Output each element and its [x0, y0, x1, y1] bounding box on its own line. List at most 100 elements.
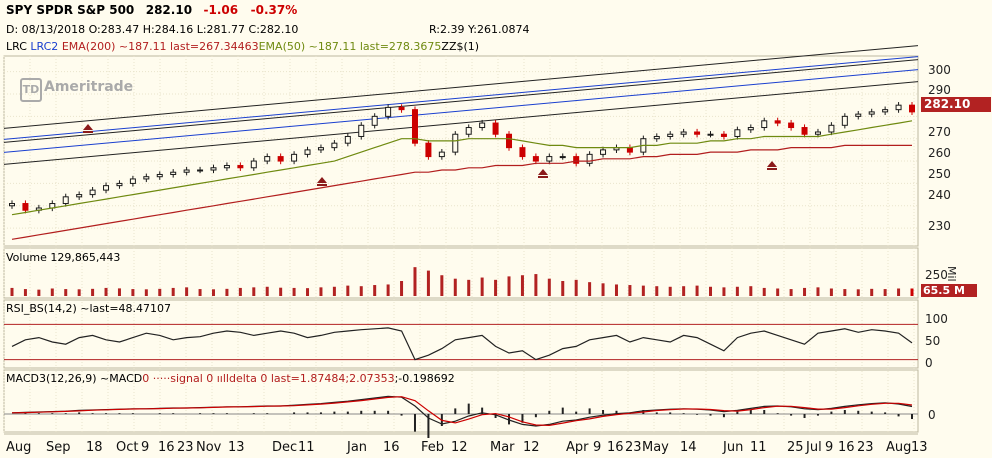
- lrc-channel-lower: [3, 81, 919, 165]
- macd-histogram-bar: [534, 414, 537, 418]
- study-zigzag[interactable]: ZZ$(1): [441, 40, 480, 53]
- rsi-tick-50: 50: [925, 334, 941, 348]
- study-ema50[interactable]: EMA(50) ~187.11 last=278.3675: [258, 40, 442, 53]
- volume-bar: [762, 287, 766, 296]
- zigzag-arrow-base: [538, 176, 548, 178]
- lrc2-upper: [3, 56, 919, 140]
- x-label: Sep: [46, 440, 71, 455]
- candle-body: [814, 131, 821, 135]
- macd-histogram-bar: [24, 413, 27, 414]
- volume-bar: [440, 275, 444, 296]
- candle-body: [331, 142, 338, 149]
- volume-panel: [3, 247, 919, 299]
- x-label: 16: [383, 440, 400, 455]
- volume-bar: [332, 286, 336, 296]
- macd-label-main: MACD3(12,26,9) ~MACD: [6, 372, 143, 385]
- candle-body: [264, 156, 271, 162]
- open-value: O:283.47: [88, 23, 140, 36]
- ameritrade-logo-icon: TD: [20, 78, 42, 102]
- volume-bar: [198, 289, 202, 296]
- candle-body: [344, 135, 351, 144]
- macd-histogram-bar: [897, 414, 900, 417]
- candle-body: [197, 169, 204, 172]
- x-label: 11: [750, 440, 767, 455]
- volume-bar: [211, 289, 215, 296]
- macd-histogram-bar: [172, 413, 175, 414]
- volume-bar: [373, 285, 377, 296]
- candle-body: [438, 151, 445, 158]
- candle-body: [707, 133, 714, 136]
- candle-body: [546, 156, 553, 162]
- macd-histogram-bar: [884, 412, 887, 414]
- volume-bar: [655, 286, 659, 296]
- candle-body: [210, 167, 217, 171]
- zigzag-arrow-icon: [538, 169, 548, 175]
- last-price: 282.10: [145, 3, 193, 17]
- x-label: Aug: [6, 440, 32, 455]
- volume-bar: [695, 285, 699, 296]
- price-tick-240: 240: [928, 188, 951, 202]
- candle-body: [398, 106, 405, 111]
- candle-body: [774, 120, 781, 124]
- macd-histogram-bar: [508, 414, 511, 425]
- zigzag-arrow-base: [83, 131, 93, 133]
- volume-bar: [682, 286, 686, 296]
- volume-bar: [709, 286, 713, 296]
- candle-body: [116, 182, 123, 187]
- volume-bar: [588, 282, 592, 296]
- candle-body: [358, 124, 365, 137]
- study-ema200[interactable]: EMA(200) ~187.11 last=267.34463: [61, 40, 259, 53]
- macd-histogram-bar: [722, 414, 725, 418]
- macd-panel: [3, 369, 919, 433]
- ameritrade-logo-text: Ameritrade: [44, 79, 134, 95]
- macd-label: MACD3(12,26,9) ~MACD0 ·····signal 0 ııll…: [6, 372, 455, 385]
- x-label: 23: [857, 440, 874, 455]
- macd-histogram-bar: [803, 414, 806, 418]
- macd-histogram-bar: [252, 413, 255, 414]
- candle-body: [452, 133, 459, 153]
- macd-histogram-bar: [682, 413, 685, 414]
- macd-histogram-bar: [911, 414, 913, 420]
- candle-body: [694, 131, 701, 135]
- macd-tick-0: 0: [928, 408, 936, 422]
- candle-body: [626, 147, 633, 153]
- study-lrc[interactable]: LRC: [6, 40, 27, 53]
- macd-histogram-bar: [78, 412, 81, 414]
- candle-body: [519, 147, 526, 158]
- volume-bar: [413, 267, 417, 296]
- header-symbol-line: SPY SPDR S&P 500 282.10 -1.06 -0.37%: [6, 4, 297, 17]
- x-label: 16: [158, 440, 175, 455]
- macd-delta-last: ;-0.198692: [394, 372, 455, 385]
- volume-bar: [171, 287, 175, 296]
- study-lrc2[interactable]: LRC2: [30, 40, 59, 53]
- x-label: 12: [523, 440, 540, 455]
- candle-body: [680, 131, 687, 135]
- macd-histogram-bar: [64, 413, 67, 414]
- candle-body: [761, 120, 768, 129]
- volume-bar: [238, 287, 242, 296]
- macd-signal-line: [11, 396, 913, 427]
- volume-bar: [870, 288, 874, 296]
- ema50-line: [11, 120, 913, 216]
- volume-bar: [668, 286, 672, 296]
- volume-bar: [117, 288, 121, 296]
- macd-histogram-bar: [763, 410, 766, 414]
- volume-bar: [104, 287, 108, 296]
- macd-histogram-bar: [37, 413, 40, 414]
- high-value: H:284.16: [142, 23, 194, 36]
- x-label: Aug: [886, 440, 912, 455]
- volume-bar: [574, 279, 578, 296]
- macd-histogram-bar: [481, 407, 484, 414]
- macd-histogram-bar: [454, 408, 457, 414]
- volume-tick-250: 250: [925, 268, 948, 282]
- candle-body: [103, 185, 110, 191]
- candle-body: [317, 147, 324, 151]
- candle-body: [170, 171, 177, 175]
- candle-body: [22, 203, 29, 211]
- current-price-tag: 282.10: [921, 97, 991, 112]
- candle-body: [465, 127, 472, 135]
- macd-histogram-bar: [131, 413, 134, 414]
- volume-bar: [386, 284, 390, 296]
- macd-histogram-bar: [749, 410, 752, 414]
